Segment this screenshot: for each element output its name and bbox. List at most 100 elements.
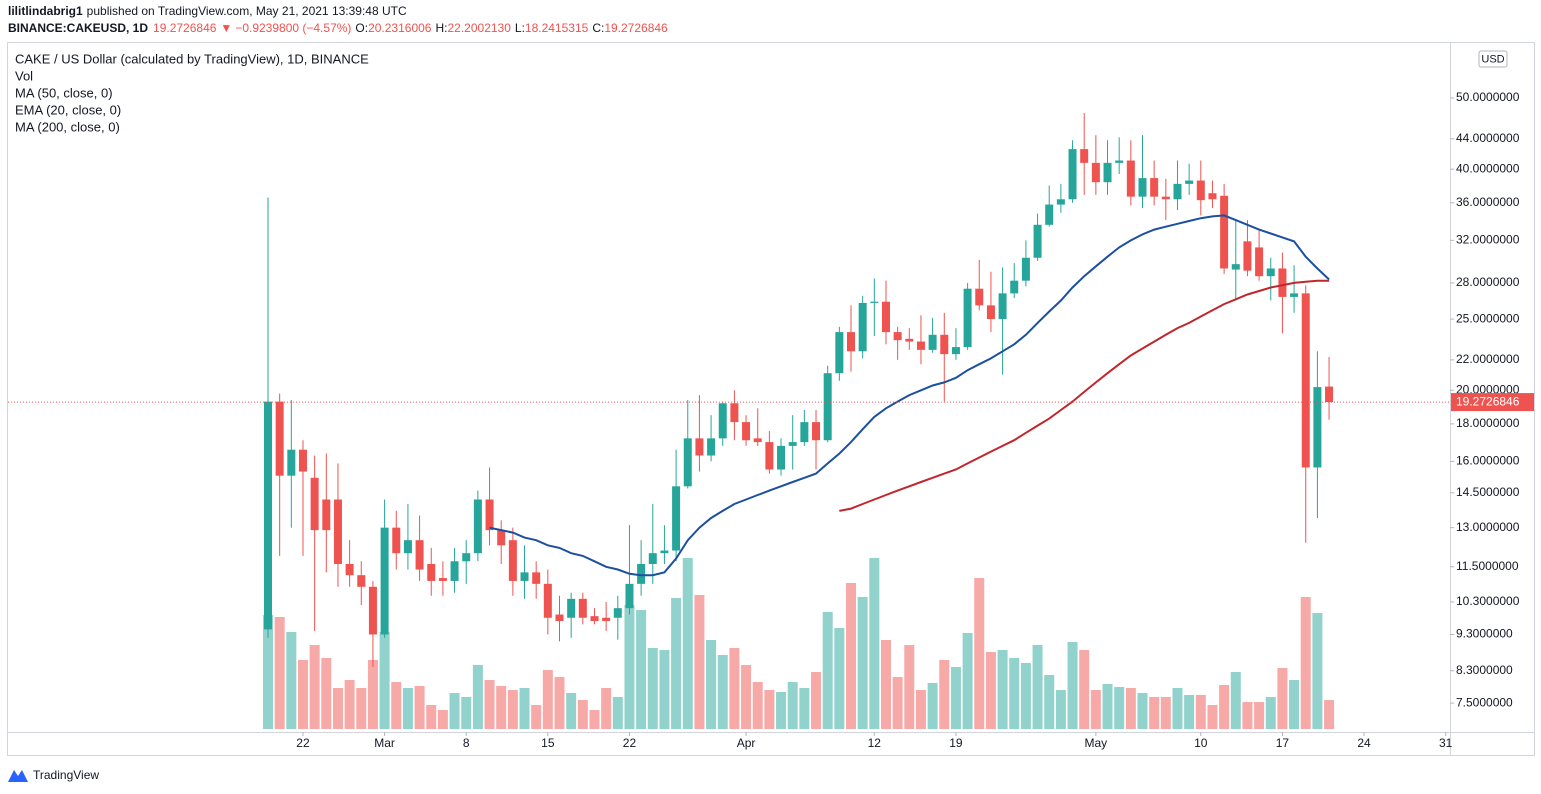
candle-body (1161, 196, 1170, 200)
last-price-label: 19.2726846 (1456, 395, 1520, 409)
candle-body (1103, 162, 1112, 183)
volume-bar (671, 598, 682, 729)
volume-bar (1219, 685, 1230, 729)
legend: MA (50, close, 0) EMA (20, close, 0) MA (2… (15, 85, 121, 134)
candle-body (893, 332, 902, 341)
candle-body (380, 527, 389, 635)
volume-bar (997, 650, 1008, 729)
candle-body (625, 583, 634, 609)
volume-bar (437, 710, 448, 729)
volume-bar (507, 690, 518, 729)
y-tick-label: 28.0000000 (1456, 275, 1520, 289)
candle-body (858, 302, 867, 352)
volume-bar (1032, 645, 1043, 729)
y-tick-label: 16.0000000 (1456, 454, 1520, 468)
candle-body (788, 442, 797, 446)
volume-bar (531, 705, 542, 729)
candle-body (287, 449, 296, 476)
volume-bar (402, 688, 413, 729)
candle-body (1080, 149, 1089, 163)
price: 19.2726846 (153, 21, 217, 35)
candle-body (345, 563, 354, 576)
volume-bar (379, 632, 390, 729)
last-price-badge (1451, 393, 1534, 412)
candle-body (462, 553, 471, 562)
volume-bar (1195, 695, 1206, 729)
close-label: C: (592, 21, 604, 35)
volume-bar (286, 632, 297, 729)
candle-body (707, 438, 716, 456)
volume-bar (461, 697, 472, 729)
volume-bar (950, 667, 961, 729)
volume-bar (1312, 613, 1323, 729)
x-tick-label: 15 (541, 736, 555, 750)
y-tick-label: 20.0000000 (1456, 382, 1520, 396)
volume-bar (1265, 697, 1276, 729)
candle-body (672, 486, 681, 551)
volume-bar (601, 688, 612, 729)
volume-bar (764, 690, 775, 729)
volume-bar (1324, 700, 1335, 729)
candle-body (998, 293, 1007, 320)
candle-body (485, 499, 494, 531)
candle-body (1185, 180, 1194, 184)
candle-body (777, 445, 786, 470)
candle-body (648, 553, 657, 564)
y-tick-label: 50.0000000 (1456, 90, 1520, 104)
candle-body (1056, 199, 1065, 205)
volume-bar (542, 670, 553, 729)
candle-body (765, 442, 774, 470)
candle-body (275, 401, 284, 476)
volume-bar (927, 683, 938, 729)
candle-body (975, 288, 984, 306)
open: 20.2316006 (368, 21, 432, 35)
volume-bar (1230, 672, 1241, 729)
candle-body (1278, 268, 1287, 297)
y-tick-label: 14.5000000 (1456, 485, 1520, 499)
volume-bar (647, 648, 658, 729)
candle-body (963, 288, 972, 348)
candle-body (730, 403, 739, 423)
candle-body (508, 540, 517, 581)
candle-body (1173, 183, 1182, 200)
volume-bar (682, 558, 693, 729)
candle-body (543, 583, 552, 618)
currency-badge[interactable] (1478, 50, 1508, 68)
volume-bar (892, 677, 903, 729)
volume-bar (344, 680, 355, 729)
x-tick-label: May (1085, 736, 1108, 750)
volume-bar (589, 710, 600, 729)
y-tick-label: 44.0000000 (1456, 131, 1520, 145)
x-tick-label: 24 (1357, 736, 1371, 750)
volume-bar (915, 690, 926, 729)
candle-body (1208, 193, 1217, 200)
close: 19.2726846 (604, 21, 668, 35)
published: published on TradingView.com, May 21, 20… (87, 4, 407, 18)
volume-bar (332, 688, 343, 729)
volume-bar (484, 680, 495, 729)
candle-body (532, 572, 541, 584)
x-tick-label: Mar (374, 736, 395, 750)
y-tick-label: 13.0000000 (1456, 520, 1520, 534)
candle-body (1126, 160, 1135, 197)
x-tick-label: 12 (868, 736, 882, 750)
plot (8, 113, 1450, 729)
candle-body (637, 563, 646, 584)
volume-bar (880, 640, 891, 729)
volume-bar (834, 628, 845, 729)
volume-bar (1020, 663, 1031, 729)
volume-bar (1102, 684, 1113, 729)
candle-body (473, 499, 482, 554)
candle-body (310, 477, 319, 531)
candle-body (298, 449, 307, 472)
x-tick-label: 19 (949, 736, 963, 750)
candle-body (905, 338, 914, 342)
indicator-line (489, 214, 1330, 577)
candle-body (742, 422, 751, 441)
x-tick-label: 10 (1194, 736, 1208, 750)
candle-body (392, 527, 401, 554)
high: 22.2002130 (447, 21, 511, 35)
x-tick-label: Apr (737, 736, 756, 750)
volume-bar (297, 660, 308, 729)
